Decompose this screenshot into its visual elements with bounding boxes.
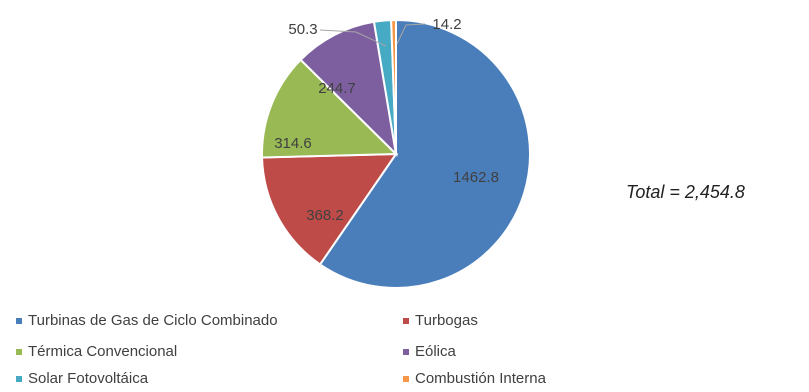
data-label: 50.3 (288, 21, 317, 38)
legend-item: Térmica Convencional (16, 343, 177, 360)
legend-swatch (403, 317, 409, 324)
data-label: 244.7 (318, 80, 356, 97)
legend-swatch (403, 348, 409, 355)
legend-label: Térmica Convencional (28, 343, 178, 360)
data-labels: 1462.8 368.2 314.6 244.7 50.3 14.2 (274, 16, 499, 224)
legend-swatch (16, 375, 22, 382)
pie-slice (390, 18, 397, 155)
leader-lines (319, 23, 426, 47)
legend-label: Turbinas de Gas de Ciclo Combinado (28, 312, 278, 329)
legend-swatch (403, 375, 409, 382)
legend-label: Turbogas (415, 312, 478, 329)
legend-swatch (16, 317, 22, 324)
pie-slice (318, 18, 531, 289)
pie-slices (261, 18, 531, 289)
data-label: 1462.8 (453, 169, 499, 186)
legend-item: Turbogas (403, 312, 478, 329)
leader-line (396, 23, 426, 45)
legend-item: Turbinas de Gas de Ciclo Combinado (16, 312, 278, 329)
total-annotation: Total = 2,454.8 (626, 182, 745, 202)
legend-item: Solar Fotovoltáica (16, 370, 148, 387)
legend-item: Eólica (403, 343, 456, 360)
data-label: 14.2 (432, 16, 461, 33)
legend-item: Combustión Interna (403, 370, 546, 387)
data-label: 314.6 (274, 135, 312, 152)
legend-label: Eólica (415, 343, 456, 360)
legend-label: Combustión Interna (415, 370, 546, 387)
legend-swatch (16, 348, 22, 355)
pie-slice (299, 20, 398, 157)
pie-slice (261, 152, 398, 266)
leader-line (319, 29, 387, 47)
data-label: 368.2 (306, 207, 344, 224)
pie-slice (261, 58, 399, 159)
legend-label: Solar Fotovoltáica (28, 370, 149, 387)
